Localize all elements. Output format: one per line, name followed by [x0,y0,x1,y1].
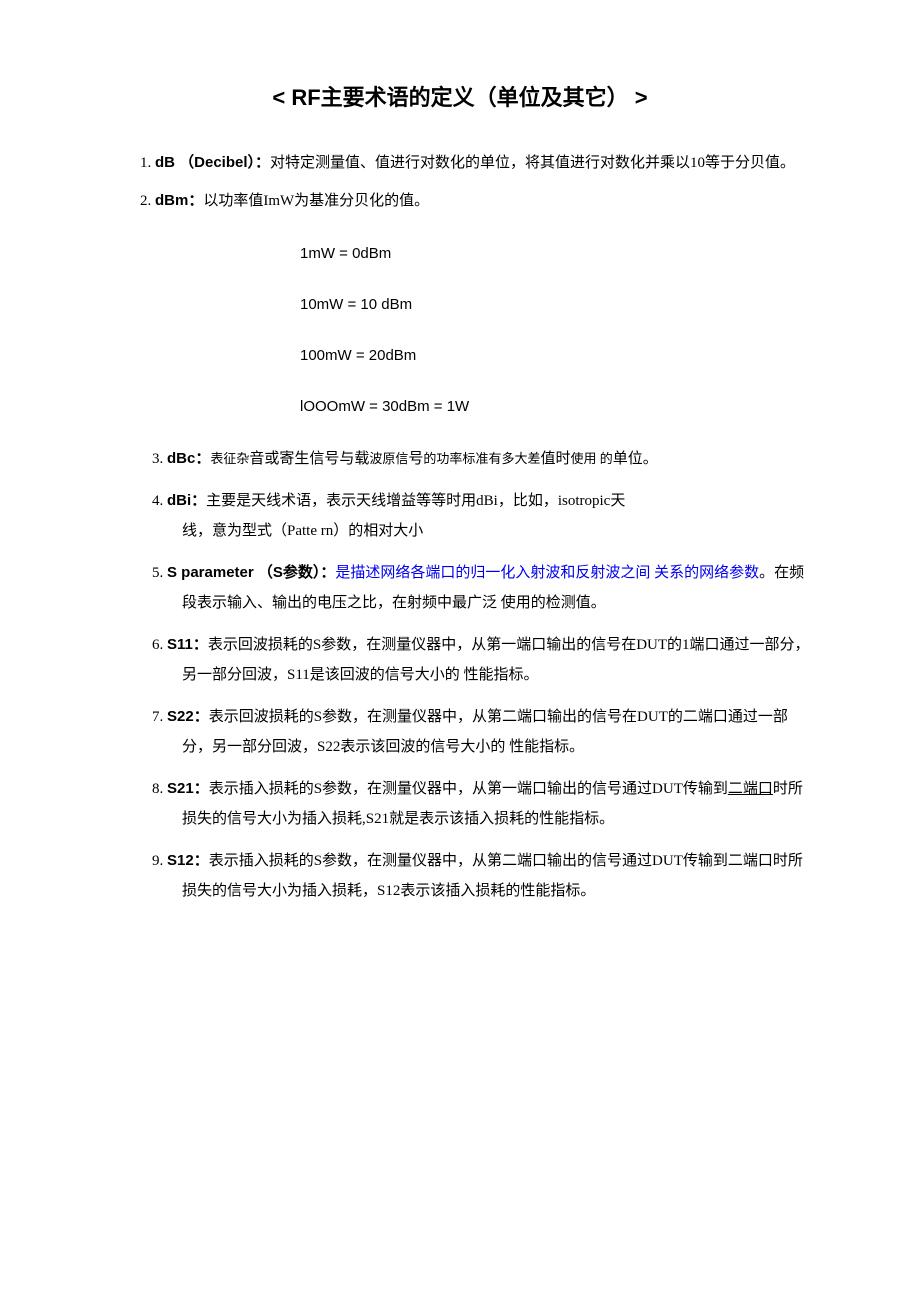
item-3: 3. dBc：表征杂音或寄生信号与载波原信号的功率标准有多大差值时使用 的单位。 [110,444,810,474]
item6-text: 表示回波损耗的S参数，在测量仪器中，从第一端口输出的信号在DUT的1端口通过一部… [182,637,810,683]
item3-term: dBc： [167,450,210,467]
formula-1: 1mW = 0dBm [300,240,810,267]
item-6: 6. S11：表示回波损耗的S参数，在测量仪器中，从第一端口输出的信号在DUT的… [110,630,810,690]
item-7: 7. S22：表示回波损耗的S参数，在测量仪器中，从第二端口输出的信号在DUT的… [110,702,810,762]
formula-block: 1mW = 0dBm 10mW = 10 dBm 100mW = 20dBm l… [300,240,810,420]
item8-underline: 二端口 [728,781,773,797]
item-5: 5. S parameter （S参数）：是描述网络各端口的归一化入射波和反射波… [110,558,810,618]
document-title: < RF主要术语的定义（单位及其它） > [110,80,810,112]
item3-text-c: 号与载 [324,451,369,467]
formula-2: 10mW = 10 dBm [300,291,810,318]
intro1-text: 对特定测量值、值进行对数化的单位，将其值进行对数化并乘以10等于分贝值。 [270,155,795,171]
item3-text-d: 波原信 [369,451,408,466]
item9-text: 表示插入损耗的S参数，在测量仪器中，从第二端口输出的信号通过DUT传输到二端口时… [182,853,803,899]
item4-text1: 主要是天线术语，表示天线增益等等时用dBi，比如，isotropic天 [206,493,625,509]
item3-text-j: 单位。 [613,451,658,467]
item5-link[interactable]: 是描述网络各端口的归一化入射波和反射波之间 关系的网络参数 [335,565,759,581]
item-4: 4. dBi：主要是天线术语，表示天线增益等等时用dBi，比如，isotropi… [110,486,810,546]
item5-num: 5. [152,565,167,581]
item8-term: S21： [167,780,209,797]
item3-text-f: 的功率标 [423,451,475,466]
item4-num: 4. [152,493,167,509]
item3-text-g: 准有多大差 [475,451,540,466]
intro-item-2: 2. dBm：以功率值ImW为基准分贝化的值。 [110,186,810,216]
item3-text-i: 使用 的 [570,451,612,466]
item8-num: 8. [152,781,167,797]
item8-text1: 表示插入损耗的S参数，在测量仪器中，从第一端口输出的信号通过DUT传输到 [209,781,728,797]
item3-text-b: 音或寄生信 [249,451,324,467]
intro2-term: dBm： [155,192,203,209]
formula-4: lOOOmW = 30dBm = 1W [300,393,810,420]
item7-num: 7. [152,709,167,725]
item6-term: S11： [167,636,208,653]
item4-text2: 线，意为型式（Patte rn）的相对大小 [182,516,810,546]
intro-item-1: 1. dB （Decibel）：对特定测量值、值进行对数化的单位，将其值进行对数… [110,148,810,178]
item3-text-a: 表征杂 [210,451,249,466]
item4-term: dBi： [167,492,206,509]
intro2-text: 以功率值ImW为基准分贝化的值。 [203,193,429,209]
item-8: 8. S21：表示插入损耗的S参数，在测量仪器中，从第一端口输出的信号通过DUT… [110,774,810,834]
intro2-num: 2. [140,193,155,209]
definition-list: 3. dBc：表征杂音或寄生信号与载波原信号的功率标准有多大差值时使用 的单位。… [110,444,810,906]
intro1-num: 1. [140,155,155,171]
item9-num: 9. [152,853,167,869]
intro1-term: dB （Decibel）： [155,154,270,171]
item3-text-h: 值时 [540,451,570,467]
item3-num: 3. [152,451,167,467]
item9-term: S12： [167,852,209,869]
formula-3: 100mW = 20dBm [300,342,810,369]
item6-num: 6. [152,637,167,653]
item-9: 9. S12：表示插入损耗的S参数，在测量仪器中，从第二端口输出的信号通过DUT… [110,846,810,906]
item7-term: S22： [167,708,209,725]
item7-text: 表示回波损耗的S参数，在测量仪器中，从第二端口输出的信号在DUT的二端口通过一部… [182,709,788,755]
item5-term: S parameter （S参数）： [167,564,335,581]
item3-text-e: 号 [408,451,423,467]
